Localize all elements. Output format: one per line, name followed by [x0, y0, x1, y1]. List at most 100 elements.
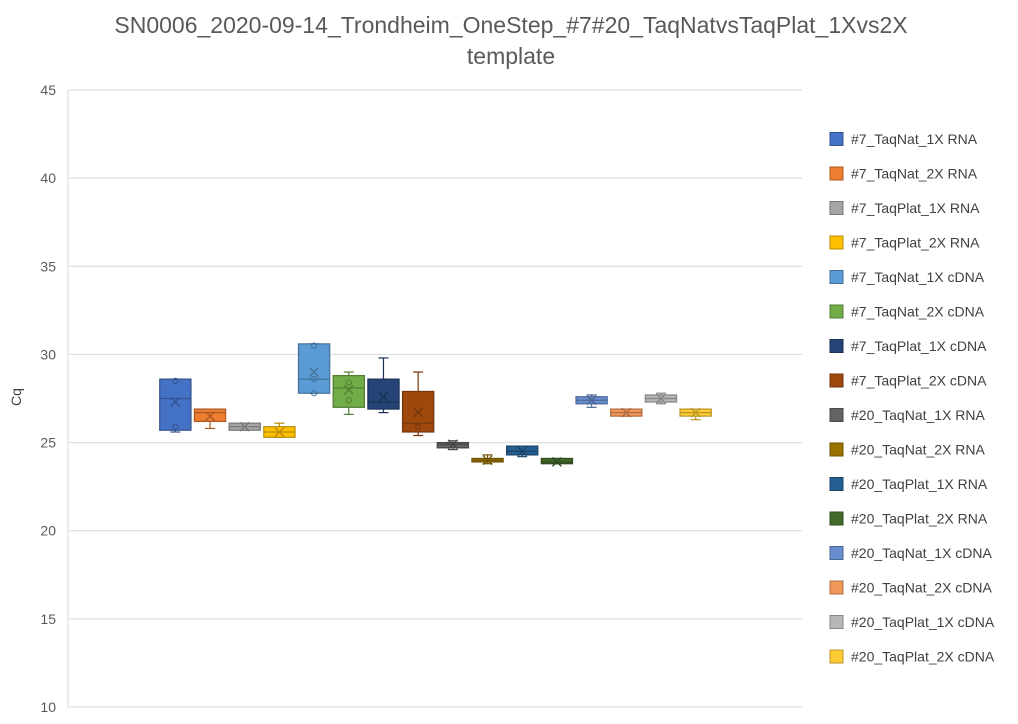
box-body — [367, 378, 400, 410]
legend-swatch — [829, 442, 844, 457]
legend-item-13: #20_TaqNat_1X cDNA — [829, 545, 993, 561]
legend-item-2: #7_TaqNat_2X RNA — [829, 166, 978, 182]
legend-swatch — [829, 304, 844, 319]
legend-swatch — [829, 235, 844, 250]
y-tick-label-45: 45 — [40, 82, 56, 98]
box-mean-marker-b — [170, 397, 181, 407]
legend-swatch — [829, 580, 844, 595]
box-10 — [471, 454, 504, 466]
box-mean-marker-b — [517, 446, 528, 457]
legend-item-3: #7_TaqPlat_1X RNA — [829, 200, 980, 216]
box-mean-marker-b — [205, 411, 215, 422]
box-8 — [401, 371, 435, 437]
legend-swatch — [829, 373, 844, 388]
legend-label: #7_TaqPlat_2X cDNA — [851, 373, 987, 389]
legend-item-11: #20_TaqPlat_1X RNA — [829, 476, 988, 492]
legend-swatch — [829, 339, 844, 353]
y-axis-label: Cq — [8, 388, 24, 406]
box-mean-marker-b — [656, 393, 666, 404]
y-tick-label-10: 10 — [40, 699, 56, 715]
box-data-point — [415, 423, 422, 430]
legend-label: #20_TaqPlat_2X cDNA — [851, 649, 995, 665]
y-tick-label-25: 25 — [40, 435, 56, 451]
box-mean-marker-b — [309, 367, 320, 378]
y-tick-label-35: 35 — [40, 258, 56, 274]
legend-swatch — [829, 546, 844, 560]
box-11 — [506, 445, 539, 458]
box-mean-marker-b — [447, 439, 458, 450]
box-mean-marker-b — [690, 407, 701, 418]
legend-item-10: #20_TaqNat_2X RNA — [829, 442, 986, 458]
legend-swatch — [829, 132, 844, 146]
legend-label: #20_TaqNat_2X cDNA — [851, 580, 993, 596]
box-4 — [263, 422, 296, 438]
box-13 — [575, 394, 608, 408]
legend-swatch — [829, 477, 844, 491]
legend-label: #20_TaqPlat_2X RNA — [851, 511, 988, 527]
legend-label: #20_TaqNat_1X cDNA — [851, 545, 993, 561]
legend-item-14: #20_TaqNat_2X cDNA — [829, 580, 993, 596]
legend-item-15: #20_TaqPlat_1X cDNA — [829, 614, 995, 630]
legend: #7_TaqNat_1X RNA #7_TaqNat_2X RNA #7_TaqPl… — [829, 131, 995, 665]
box-15 — [644, 392, 678, 405]
legend-label: #7_TaqPlat_2X RNA — [851, 235, 980, 251]
y-tick-label-40: 40 — [40, 170, 56, 186]
legend-item-16: #20_TaqPlat_2X cDNA — [829, 649, 995, 665]
box-mean-marker-b — [239, 421, 250, 432]
chart-title-line-1: SN0006_2020-09-14_Trondheim_OneStep_#7#2… — [114, 12, 907, 38]
chart-title: SN0006_2020-09-14_Trondheim_OneStep_#7#2… — [114, 12, 907, 69]
box-body — [159, 378, 192, 431]
legend-item-6: #7_TaqNat_2X cDNA — [829, 304, 985, 320]
legend-swatch — [829, 201, 844, 215]
box-14 — [610, 407, 643, 418]
legend-item-4: #7_TaqPlat_2X RNA — [829, 235, 980, 251]
box-1 — [159, 377, 192, 433]
box-2 — [193, 408, 227, 430]
box-mean-marker-b — [343, 384, 354, 395]
legend-label: #7_TaqNat_2X RNA — [851, 166, 978, 182]
y-tick-labels: 10 15 20 25 30 35 40 45 — [40, 82, 56, 715]
legend-item-1: #7_TaqNat_1X RNA — [829, 131, 978, 147]
box-body — [297, 343, 331, 394]
legend-label: #20_TaqPlat_1X RNA — [851, 476, 988, 492]
box-mean-marker-b — [551, 457, 562, 467]
box-data-point — [310, 342, 318, 349]
legend-swatch — [829, 270, 844, 284]
box-9 — [436, 439, 470, 451]
y-tick-label-20: 20 — [40, 523, 56, 539]
legend-label: #7_TaqNat_1X RNA — [851, 131, 978, 147]
legend-label: #7_TaqNat_1X cDNA — [851, 269, 985, 285]
box-mean-marker-b — [586, 395, 597, 406]
box-mean-marker-b — [378, 391, 389, 402]
box-5 — [297, 342, 331, 397]
box-mean-marker-b — [482, 455, 493, 466]
box-data-point — [345, 397, 352, 404]
legend-label: #20_TaqNat_2X RNA — [851, 442, 986, 458]
box-6 — [332, 371, 365, 415]
y-tick-label-15: 15 — [40, 611, 56, 627]
box-mean-marker-b — [274, 427, 285, 437]
legend-swatch — [829, 511, 844, 526]
box-7 — [367, 357, 400, 414]
legend-label: #7_TaqPlat_1X RNA — [851, 200, 980, 216]
y-tick-label-30: 30 — [40, 346, 56, 362]
box-12 — [540, 457, 574, 467]
legend-swatch — [829, 408, 844, 422]
legend-swatch — [829, 166, 844, 181]
legend-item-9: #20_TaqNat_1X RNA — [829, 407, 986, 423]
box-mean-marker-b — [621, 407, 632, 418]
box-3 — [228, 421, 261, 432]
legend-item-7: #7_TaqPlat_1X cDNA — [829, 338, 987, 354]
gridlines — [68, 89, 802, 708]
box-data-point — [310, 376, 318, 383]
legend-label: #7_TaqNat_2X cDNA — [851, 304, 985, 320]
legend-item-12: #20_TaqPlat_2X RNA — [829, 511, 988, 527]
box-series-group — [159, 342, 712, 467]
box-data-point — [310, 390, 318, 397]
legend-swatch — [829, 615, 844, 629]
box-mean-marker-b — [413, 407, 424, 418]
legend-swatch — [829, 649, 844, 664]
chart-title-line-2: template — [467, 43, 555, 69]
